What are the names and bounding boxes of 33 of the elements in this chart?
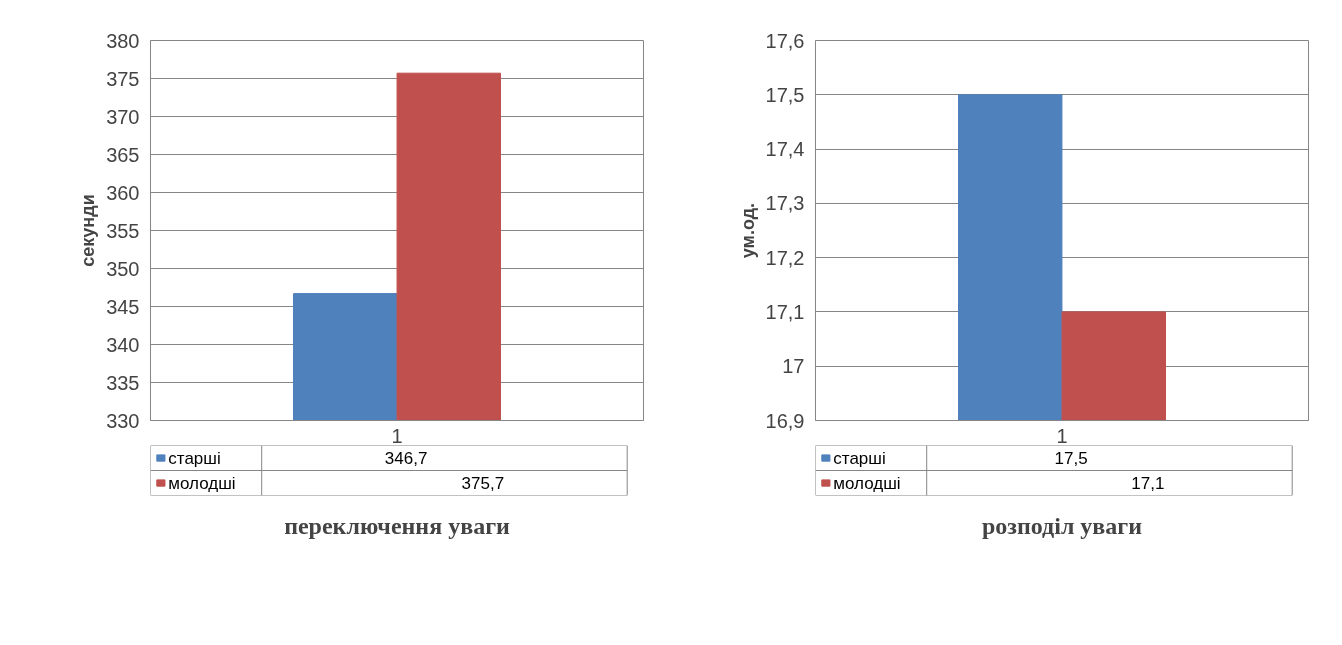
y-tick-label: 340 bbox=[106, 333, 140, 356]
y-tick-label: 335 bbox=[106, 371, 140, 394]
text: переключення уваги bbox=[284, 512, 511, 539]
y-tick-label: 17,1 bbox=[765, 300, 805, 323]
y-tick-label: 355 bbox=[106, 219, 140, 242]
y-tick-label: 330 bbox=[106, 409, 140, 432]
y-tick-label: 17,3 bbox=[765, 192, 805, 215]
y-tick-label: 365 bbox=[106, 143, 140, 166]
y-tick-label: 17,2 bbox=[765, 246, 805, 269]
y-tick-label: 345 bbox=[106, 295, 140, 318]
data-label: 346,7 bbox=[384, 449, 428, 468]
data-label: 375,7 bbox=[461, 474, 505, 493]
y-tick-label: 17,4 bbox=[765, 138, 805, 161]
y-tick-label: 360 bbox=[106, 181, 140, 204]
legend-label: старші bbox=[833, 448, 886, 468]
legend-label: молодші bbox=[833, 473, 901, 493]
legend-label: молодші bbox=[168, 473, 236, 493]
y-tick-label: 17,6 bbox=[765, 29, 805, 52]
y-tick-label: 17,5 bbox=[765, 83, 805, 106]
y-tick-label: 375 bbox=[106, 67, 140, 90]
y-tick-label: 16,9 bbox=[765, 409, 805, 432]
y-tick-label: 350 bbox=[106, 257, 140, 280]
text: розподіл уваги bbox=[981, 512, 1143, 539]
y-tick-label: 17 bbox=[782, 355, 805, 378]
data-label: 17,5 bbox=[1054, 449, 1088, 468]
data-label: 17,1 bbox=[1131, 474, 1165, 493]
legend-label: старші bbox=[168, 448, 221, 468]
y-axis-title: ум.од. bbox=[737, 202, 758, 259]
x-tick-label: 1 bbox=[1056, 424, 1068, 447]
x-tick-label: 1 bbox=[391, 424, 403, 447]
y-tick-label: 370 bbox=[106, 105, 140, 128]
y-tick-label: 380 bbox=[106, 29, 140, 52]
y-axis-title: секунди bbox=[78, 194, 99, 267]
